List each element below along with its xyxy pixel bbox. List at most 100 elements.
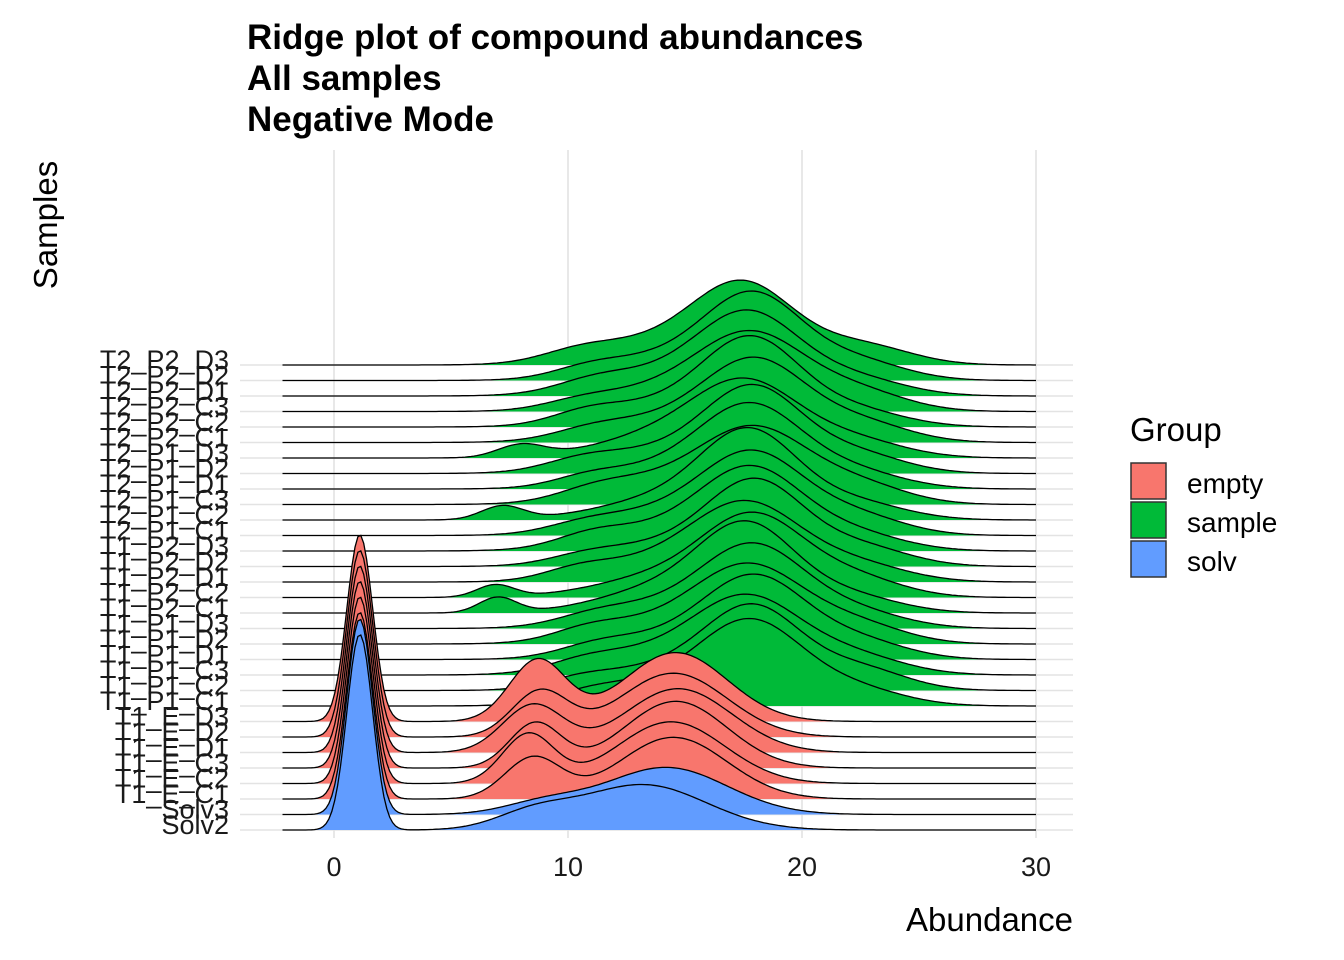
y-tick-label: T2_P1_D3 <box>100 438 229 468</box>
y-tick-label: T2_P2_D2 <box>100 361 229 391</box>
ridge-line-T1_P2_C1 <box>282 520 1036 614</box>
y-tick-label: Solv3 <box>161 795 229 825</box>
y-tick-label: T1_P2_D3 <box>100 531 229 561</box>
ridge-line-T1_P2_D3 <box>282 464 1036 552</box>
x-axis-title: Abundance <box>906 901 1073 938</box>
ridge-line-T2_P1_D1 <box>282 401 1036 490</box>
y-tick-label: T2_P1_C2 <box>100 500 229 530</box>
ridge-line-Solv2 <box>282 634 1036 831</box>
x-tick-label: 10 <box>553 852 583 882</box>
ridge-line-T1_E_D2 <box>282 550 1036 738</box>
legend-title: Group <box>1130 411 1222 448</box>
ridge-line-T1_P1_D2 <box>282 562 1036 645</box>
y-tick-label: T1_E_C1 <box>115 779 229 809</box>
title-line-3: Negative Mode <box>247 100 494 139</box>
ridge-line-T2_P2_D3 <box>282 279 1036 366</box>
x-tick-labels: 0 10 20 30 <box>326 852 1051 882</box>
ridge-fill-T1_P1_D1 <box>282 574 1036 660</box>
ridge-line-T1_P1_D3 <box>282 542 1036 630</box>
x-tick-label: 0 <box>326 852 341 882</box>
ridge-fill-T2_P2_C2 <box>282 335 1036 427</box>
y-tick-label: T1_P2_C1 <box>100 593 229 623</box>
y-tick-label: T2_P1_D1 <box>100 469 229 499</box>
ridge-line-T2_P2_C1 <box>282 356 1036 444</box>
x-tick-label: 20 <box>787 852 817 882</box>
y-tick-label: T2_P2_C1 <box>100 423 229 453</box>
y-tick-label: T2_P2_C2 <box>100 407 229 437</box>
chart-title: Ridge plot of compound abundances All sa… <box>247 18 863 139</box>
legend-items: empty sample solv <box>1130 462 1277 578</box>
title-line-2: All samples <box>247 59 442 98</box>
ridge-fill-T2_P1_C2 <box>282 427 1036 520</box>
ridge-line-T2_P1_D3 <box>282 377 1036 459</box>
y-tick-label: T1_P1_D1 <box>100 640 229 670</box>
ridge-line-T1_E_C2 <box>282 596 1036 785</box>
y-tick-label: T1_P2_C2 <box>100 578 229 608</box>
ridge-fill-T1_P1_C3 <box>282 594 1036 675</box>
ridge-fill-T1_P1_D3 <box>282 542 1036 629</box>
y-tick-label: T2_P1_C1 <box>100 516 229 546</box>
y-tick-labels: Solv2Solv3T1_E_C1T1_E_C2T1_E_C3T1_E_D1T1… <box>100 345 229 840</box>
y-tick-label: T1_E_D1 <box>115 733 229 763</box>
ridge-line-T1_P1_C3 <box>282 593 1036 676</box>
y-tick-label: T1_P1_D3 <box>100 609 229 639</box>
ridge-fill-T2_P2_D3 <box>282 280 1036 365</box>
ridge-fill-T2_P1_D3 <box>282 378 1036 458</box>
ridge-fill-T2_P2_D1 <box>282 309 1036 396</box>
y-tick-label: T2_P2_D1 <box>100 376 229 406</box>
ridge-line-Solv3 <box>282 618 1036 816</box>
ridge-line-T2_P1_D2 <box>282 383 1036 475</box>
y-tick-label: T2_P1_C3 <box>100 485 229 515</box>
y-tick-label: T1_P1_C1 <box>100 686 229 716</box>
legend-swatch-sample <box>1130 501 1167 539</box>
y-tick-label: Solv2 <box>161 810 229 840</box>
ridge-line-T2_P2_C3 <box>282 329 1036 413</box>
x-tick-label: 30 <box>1021 852 1051 882</box>
ridge-line-T2_P1_C3 <box>282 424 1036 506</box>
y-tick-label: T1_P1_C3 <box>100 655 229 685</box>
ridge-fill-T2_P1_C1 <box>282 450 1036 536</box>
legend-label-solv: solv <box>1187 546 1237 577</box>
ridge-fill-T2_P2_C3 <box>282 330 1036 412</box>
ridge-fill-T2_P2_C1 <box>282 357 1036 443</box>
ridge-fill-T2_P1_D1 <box>282 402 1036 489</box>
ridge-line-T2_P2_C2 <box>282 334 1036 428</box>
y-tick-label: T1_E_C2 <box>115 764 229 794</box>
ridge-line-T2_P1_C2 <box>282 426 1036 521</box>
ridge-fill-T2_P1_D2 <box>282 384 1036 474</box>
y-tick-label: T2_P1_D2 <box>100 454 229 484</box>
ridge-fill-T1_P2_C2 <box>282 512 1036 598</box>
ridge-fill-T1_P2_C1 <box>282 520 1036 613</box>
ridge-line-T1_E_C1 <box>282 612 1036 800</box>
ridges <box>282 279 1036 831</box>
ridge-line-T1_E_C3 <box>282 581 1036 769</box>
ridge-line-T1_P2_D1 <box>282 499 1036 583</box>
legend-label-empty: empty <box>1187 468 1263 499</box>
y-tick-label: T1_E_C3 <box>115 748 229 778</box>
ridge-line-T2_P2_D1 <box>282 309 1036 397</box>
legend-swatch-empty <box>1130 462 1167 500</box>
y-tick-label: T1_E_D2 <box>115 717 229 747</box>
y-tick-label: T1_P2_D2 <box>100 547 229 577</box>
ridge-fill-T2_P1_C3 <box>282 425 1036 505</box>
legend-label-sample: sample <box>1187 507 1277 538</box>
y-tick-label: T1_P2_D1 <box>100 562 229 592</box>
ridge-fill-T1_P1_D2 <box>282 563 1036 644</box>
ridge-line-T2_P2_D2 <box>282 290 1036 382</box>
ridge-fill-T1_P1_C2 <box>282 603 1036 691</box>
ridge-fill-Solv2 <box>282 635 1036 830</box>
y-tick-label: T2_P2_D3 <box>100 345 229 375</box>
y-tick-label: T1_P1_D2 <box>100 624 229 654</box>
ridge-line-T1_E_D3 <box>282 534 1036 723</box>
ridge-fill-T1_P2_D1 <box>282 500 1036 582</box>
legend-swatch-solv <box>1130 540 1167 578</box>
ridge-line-T1_P2_D2 <box>282 477 1036 568</box>
ridge-line-T2_P1_C1 <box>282 449 1036 537</box>
ridge-fill-T1_P2_D3 <box>282 465 1036 551</box>
y-tick-label: T1_E_D3 <box>115 702 229 732</box>
title-line-1: Ridge plot of compound abundances <box>247 18 863 57</box>
ridge-line-T1_P1_D1 <box>282 573 1036 661</box>
ridge-fill-T1_P2_D2 <box>282 478 1036 567</box>
y-tick-label: T1_P1_C2 <box>100 671 229 701</box>
